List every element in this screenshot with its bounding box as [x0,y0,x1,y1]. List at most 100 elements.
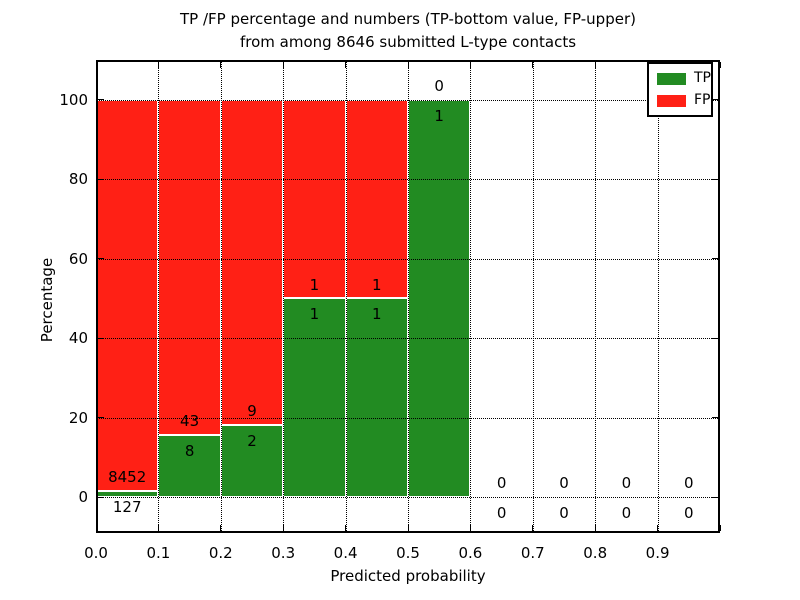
fp-count-label: 43 [180,411,200,430]
bar-segment-fp [283,99,346,299]
y-tick-mark [98,417,104,419]
fp-count-label: 0 [621,474,632,493]
x-tick-mark [594,525,596,531]
fp-swatch-icon [657,94,686,107]
legend-label-fp: FP [694,92,711,108]
y-tick-label: 60 [68,249,88,268]
x-tick-label: 0.8 [583,544,608,562]
tp-count-label: 0 [621,504,632,523]
bar-segment-fp [158,99,221,435]
bar-segment-tp [220,424,284,498]
y-tick-mark [98,258,104,260]
y-tick-mark-right [712,337,718,339]
x-tick-mark-top [594,62,596,68]
x-tick-mark [282,525,284,531]
y-tick-mark [98,178,104,180]
fp-count-label: 0 [559,474,569,493]
x-tick-mark [407,525,409,531]
x-tick-mark-top [345,62,347,68]
bar-segment-tp [408,99,471,498]
tp-swatch-icon [657,72,686,85]
bar-segment-fp [96,99,159,492]
x-tick-mark-top [220,62,222,68]
tp-count-label: 1 [372,305,382,324]
x-tick-label: 0.7 [520,544,545,562]
y-tick-mark-right [712,258,718,260]
v-gridline [220,60,222,533]
legend-row-fp: FP [657,93,711,108]
tp-count-label: 0 [496,504,507,523]
v-gridline [283,60,285,533]
x-tick-label: 0.0 [84,544,108,562]
y-tick-label: 0 [78,488,88,507]
y-tick-mark [98,99,104,101]
x-tick-mark-top [719,62,721,68]
v-gridline [408,60,409,533]
y-tick-mark-right [712,496,718,498]
x-tick-mark-top [157,62,159,68]
x-tick-mark [345,525,347,531]
x-tick-mark [532,525,534,531]
fp-count-label: 0 [684,474,694,493]
fp-count-label: 0 [434,76,444,95]
x-tick-label: 0.1 [146,544,171,562]
legend-label-tp: TP [694,70,711,86]
x-tick-mark-top [469,62,471,68]
chart-title-line2: from among 8646 submitted L-type contact… [239,33,577,51]
v-gridline [345,60,347,533]
fp-count-label: 0 [496,474,507,493]
v-gridline [158,60,160,533]
x-tick-label: 0.2 [208,544,233,562]
y-tick-label: 100 [59,90,88,109]
bar-segment-tp [283,298,346,498]
fp-count-label: 1 [309,275,320,294]
y-tick-label: 20 [68,408,88,427]
x-tick-mark [157,525,159,531]
bar-segment-tp [345,298,408,498]
tp-count-label: 127 [112,498,142,517]
y-tick-mark-right [712,178,718,180]
legend-row-tp: TP [657,71,711,86]
v-gridline [532,60,534,533]
x-tick-mark [220,525,222,531]
x-tick-label: 0.5 [396,544,420,562]
x-tick-mark-top [407,62,409,68]
chart-title-line1: TP /FP percentage and numbers (TP-bottom… [180,10,636,28]
v-gridline [470,60,472,533]
v-gridline [595,60,597,533]
x-tick-label: 0.4 [333,544,358,562]
tp-count-label: 0 [559,504,569,523]
tp-count-label: 0 [684,504,694,523]
chart-title: TP /FP percentage and numbers (TP-bottom… [96,8,720,54]
y-tick-label: 40 [68,329,88,348]
y-tick-label: 80 [68,170,88,189]
tp-count-label: 1 [309,305,320,324]
legend: TP FP [647,62,713,117]
tp-count-label: 2 [247,431,257,450]
x-tick-label: 0.9 [645,544,670,562]
x-tick-mark-top [282,62,284,68]
y-tick-mark-right [712,417,718,419]
x-tick-mark [719,525,721,531]
x-tick-label: 0.3 [271,544,296,562]
y-tick-mark-right [712,99,718,101]
x-tick-mark [469,525,471,531]
tp-count-label: 8 [184,441,195,460]
x-tick-label: 0.6 [458,544,483,562]
fp-count-label: 1 [372,275,382,294]
fp-count-label: 8452 [108,468,147,487]
x-tick-mark [657,525,659,531]
y-tick-mark [98,496,104,498]
tp-count-label: 1 [434,106,444,125]
x-tick-mark-top [532,62,534,68]
fp-count-label: 9 [247,402,257,421]
y-tick-mark [98,337,104,339]
bar-segment-fp [345,99,408,299]
x-axis-label: Predicted probability [330,567,486,585]
v-gridline [657,60,659,533]
